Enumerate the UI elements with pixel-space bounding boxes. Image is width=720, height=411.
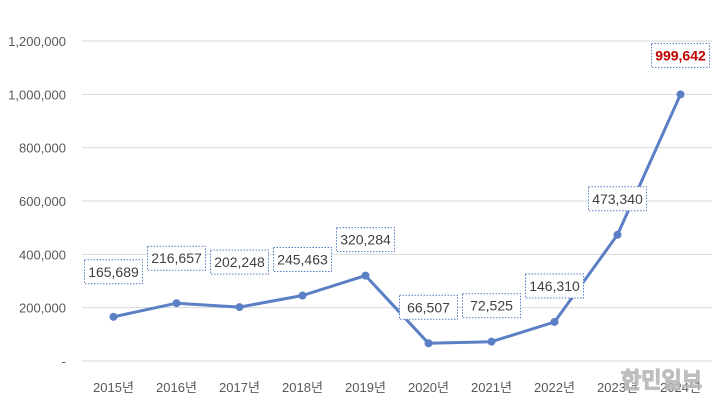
x-tick-label: 2024년 bbox=[660, 380, 701, 395]
series-line bbox=[112, 92, 682, 345]
data-label-text: 473,340 bbox=[592, 191, 643, 207]
data-label-box bbox=[336, 227, 395, 253]
data-label: 473,340 bbox=[588, 186, 647, 212]
y-tick-label: 1,000,000 bbox=[8, 87, 66, 102]
data-label: 320,284 bbox=[336, 227, 395, 253]
y-tick-label: 200,000 bbox=[19, 301, 66, 316]
data-label-text: 72,525 bbox=[470, 298, 513, 314]
data-point bbox=[109, 312, 118, 321]
x-tick-label: 2018년 bbox=[282, 380, 323, 395]
x-tick-label: 2019년 bbox=[345, 380, 386, 395]
data-label-box bbox=[525, 273, 584, 299]
data-point bbox=[424, 339, 433, 348]
data-label: 216,657 bbox=[147, 245, 206, 271]
data-label-box bbox=[462, 293, 521, 319]
data-label: 165,689 bbox=[84, 259, 143, 285]
data-point bbox=[487, 337, 496, 346]
data-label-box bbox=[399, 294, 458, 320]
data-label-text: 245,463 bbox=[277, 252, 328, 268]
data-point bbox=[550, 317, 559, 326]
watermark-logo: 한민일보 bbox=[621, 369, 702, 394]
data-point bbox=[361, 271, 370, 280]
data-label-box bbox=[651, 42, 710, 68]
y-tick-label: 400,000 bbox=[19, 247, 66, 262]
data-label: 146,310 bbox=[525, 273, 584, 299]
y-axis-tick-labels: - 200,000 400,000 600,000 800,000 1,000,000 1,… bbox=[8, 34, 66, 369]
data-point bbox=[613, 230, 622, 239]
data-label: 245,463 bbox=[273, 247, 332, 272]
data-label-box bbox=[210, 249, 269, 275]
data-labels: 165,689 216,657 202,248 245,463 320,284 66,50… bbox=[84, 42, 710, 320]
data-label: 66,507 bbox=[399, 294, 458, 320]
y-tick-label: - bbox=[62, 354, 66, 369]
data-label-box bbox=[84, 259, 143, 285]
y-tick-label: 800,000 bbox=[19, 141, 66, 156]
data-point bbox=[676, 90, 685, 99]
data-label-text: 320,284 bbox=[340, 232, 391, 248]
x-tick-label: 2023년 bbox=[597, 380, 638, 395]
x-tick-label: 2015년 bbox=[93, 380, 134, 395]
data-label: 999,642 bbox=[651, 42, 710, 68]
data-label-text: 216,657 bbox=[151, 250, 202, 266]
data-label-box bbox=[588, 186, 647, 212]
data-point bbox=[235, 303, 244, 312]
x-tick-label: 2021년 bbox=[471, 380, 512, 395]
x-tick-label: 2016년 bbox=[156, 380, 197, 395]
data-points bbox=[109, 90, 685, 348]
x-axis-tick-labels: 2015년 2016년 2017년 2018년 2019년 2020년 2021년 2022년… bbox=[93, 380, 701, 395]
data-label: 202,248 bbox=[210, 249, 269, 275]
data-label-text: 146,310 bbox=[529, 278, 580, 294]
data-label: 72,525 bbox=[462, 293, 521, 319]
x-tick-label: 2017년 bbox=[219, 380, 260, 395]
x-tick-label: 2022년 bbox=[534, 380, 575, 395]
data-point bbox=[172, 299, 181, 308]
x-tick-label: 2020년 bbox=[408, 380, 449, 395]
data-label-text: 165,689 bbox=[88, 264, 139, 280]
data-label-box bbox=[273, 247, 332, 272]
y-tick-label: 600,000 bbox=[19, 194, 66, 209]
data-label-text: 999,642 bbox=[655, 47, 706, 63]
data-label-text: 66,507 bbox=[407, 299, 450, 315]
data-label-text: 202,248 bbox=[214, 254, 265, 270]
data-point bbox=[298, 291, 307, 300]
y-tick-label: 1,200,000 bbox=[8, 34, 66, 49]
data-label-box bbox=[147, 245, 206, 271]
